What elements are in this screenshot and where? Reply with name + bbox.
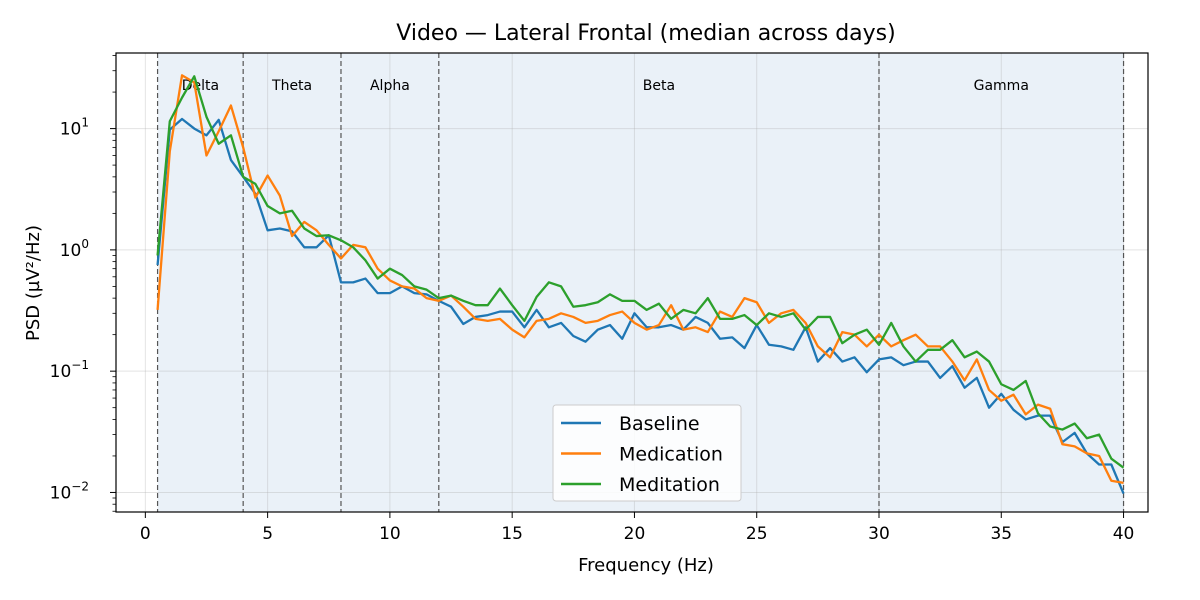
band-shade-delta — [157, 53, 244, 512]
series-line-meditation — [156, 75, 1125, 469]
x-tick-label: 0 — [140, 524, 151, 544]
legend-label-baseline: Baseline — [619, 413, 700, 435]
legend-box — [552, 404, 742, 502]
y-tick-label: 10−1 — [50, 358, 89, 382]
band-label-theta: Theta — [271, 78, 312, 94]
x-tick-label: 35 — [990, 524, 1012, 544]
y-tick-label: 101 — [60, 116, 89, 140]
chart-title: Video — Lateral Frontal (median across d… — [396, 21, 895, 46]
legend: Baseline Medication Meditation — [552, 404, 742, 502]
x-tick-label: 15 — [501, 524, 523, 544]
x-tick-label: 5 — [262, 524, 273, 544]
legend-label-meditation: Meditation — [619, 474, 720, 496]
y-tick-label: 100 — [60, 237, 89, 261]
legend-label-medication: Medication — [619, 444, 723, 466]
x-tick-label: 30 — [868, 524, 890, 544]
band-label-gamma: Gamma — [974, 78, 1029, 94]
x-tick-label: 20 — [624, 524, 646, 544]
band-label-beta: Beta — [643, 78, 675, 94]
y-tick-label: 10−2 — [50, 479, 89, 503]
band-label-alpha: Alpha — [370, 78, 410, 94]
band-shade-gamma — [878, 53, 1124, 512]
x-tick-label: 10 — [379, 524, 401, 544]
plot-area: Delta Theta Alpha Beta Gamma 0 5 10 15 20 25 30 35 40… — [50, 52, 1149, 544]
series-line-baseline — [156, 117, 1125, 494]
x-tick-label: 25 — [746, 524, 768, 544]
y-axis-label: PSD (µV²/Hz) — [23, 225, 44, 341]
plot-frame — [115, 52, 1149, 513]
band-shade-theta — [243, 53, 341, 512]
series-line-medication — [156, 74, 1124, 484]
band-label-delta: Delta — [182, 78, 219, 94]
x-tick-label: 40 — [1113, 524, 1135, 544]
x-axis-label: Frequency (Hz) — [578, 555, 714, 576]
band-shade-alpha — [340, 53, 439, 512]
